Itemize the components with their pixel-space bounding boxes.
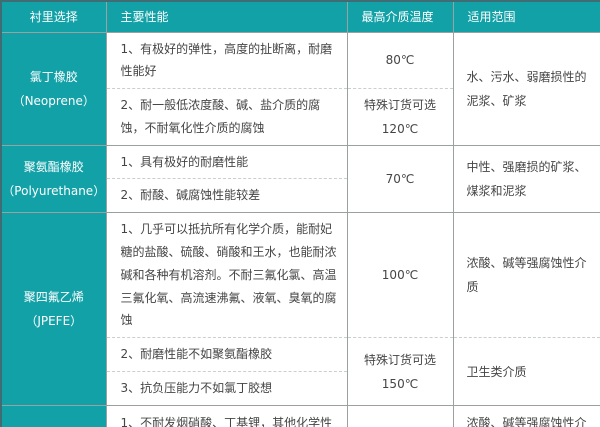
temp-cell: 70℃	[346, 144, 453, 213]
header-performance: 主要性能	[105, 0, 347, 32]
temp-cell: 特殊订货可选 150℃	[346, 337, 453, 406]
lining-name-cn: 氯丁橡胶	[29, 69, 78, 84]
temp-value: 70℃	[385, 171, 415, 186]
temp-cell: 100℃	[346, 404, 453, 427]
performance-cell: 1、几乎可以抵抗所有化学介质，能耐妃糖的盐酸、硫酸、硝酸和王水，也能耐浓碱和各种…	[105, 212, 347, 338]
table-row: 聚氨酯橡胶 （Polyurethane） 1、具有极好的耐磨性能 70℃ 中性、…	[0, 144, 600, 213]
temp-value: 150℃	[381, 376, 419, 391]
header-lining: 衬里选择	[0, 0, 106, 32]
lining-name-en: （Polyurethane）	[2, 183, 106, 198]
performance-cell: 1、不耐发烟硝酸、丁基锂，其他化学性能与聚四氟乙烯基本相同	[105, 404, 347, 427]
table-row: 聚四氟乙烯 （JPEFE） 1、几乎可以抵抗所有化学介质，能耐妃糖的盐酸、硫酸、…	[0, 212, 600, 406]
table-row: 2、耐一般低浓度酸、碱、盐介质的腐蚀，不耐氧化性介质的腐蚀 特殊订货可选 120…	[1, 88, 600, 146]
temp-value: 120℃	[381, 121, 419, 136]
table-header-row: 衬里选择 主要性能 最高介质温度 适用范围	[0, 0, 600, 32]
temp-cell: 100℃	[346, 212, 453, 338]
performance-cell: 2、耐一般低浓度酸、碱、盐介质的腐蚀，不耐氧化性介质的腐蚀	[105, 88, 347, 146]
lining-name-ptfe: 聚四氟乙烯 （JPEFE）	[0, 212, 106, 406]
table-row: 2、耐磨性能不如聚氨酯橡胶 特殊订货可选 150℃ 卫生类介质	[1, 337, 600, 406]
temp-note: 特殊订货可选	[363, 97, 436, 112]
performance-cell: 2、耐磨性能不如聚氨酯橡胶	[105, 337, 347, 372]
scope-cell: 中性、强磨损的矿浆、煤浆和泥浆	[452, 144, 600, 213]
scope-cell: 水、污水、弱磨损性的泥浆、矿浆	[452, 31, 600, 146]
temp-cell: 80℃	[346, 31, 453, 89]
temp-note: 特殊订货可选	[363, 352, 436, 367]
scope-cell: 浓酸、碱等强腐蚀性介质	[452, 404, 600, 427]
header-scope: 适用范围	[452, 0, 600, 32]
header-max-temp: 最高介质温度	[346, 0, 453, 32]
table-row: 3、抗负压能力不如氯丁胶想	[1, 371, 600, 406]
temp-value: 80℃	[385, 53, 415, 68]
performance-cell: 1、具有极好的耐磨性能	[105, 144, 347, 179]
scope-cell: 卫生类介质	[452, 337, 600, 406]
performance-cell: 3、抗负压能力不如氯丁胶想	[105, 371, 347, 406]
performance-cell: 2、耐酸、碱腐蚀性能较差	[105, 178, 347, 213]
table-row: 聚全氟乙丙烯 （F46） 1、不耐发烟硝酸、丁基锂，其他化学性能与聚四氟乙烯基本…	[0, 404, 600, 427]
temp-value: 100℃	[381, 268, 419, 283]
lining-name-f46: 聚全氟乙丙烯 （F46）	[0, 404, 106, 427]
temp-value: 100℃	[348, 423, 453, 427]
lining-name-polyurethane: 聚氨酯橡胶 （Polyurethane）	[0, 144, 106, 213]
lining-name-en: （Neoprene）	[12, 93, 95, 108]
lining-name-en: （JPEFE）	[25, 314, 83, 329]
lining-name-cn: 聚氨酯橡胶	[23, 159, 84, 174]
table-row: 氯丁橡胶 （Neoprene） 1、有极好的弹性，高度的扯断离，耐磨性能好 80…	[0, 31, 600, 146]
performance-cell: 1、有极好的弹性，高度的扯断离，耐磨性能好	[105, 31, 347, 89]
table-row: 2、耐酸、碱腐蚀性能较差	[1, 178, 600, 213]
scope-cell: 浓酸、碱等强腐蚀性介质	[452, 212, 600, 338]
temp-cell: 特殊订货可选 120℃	[346, 88, 453, 146]
lining-name-cn: 聚四氟乙烯	[23, 290, 84, 305]
lining-name-neoprene: 氯丁橡胶 （Neoprene）	[0, 31, 106, 146]
